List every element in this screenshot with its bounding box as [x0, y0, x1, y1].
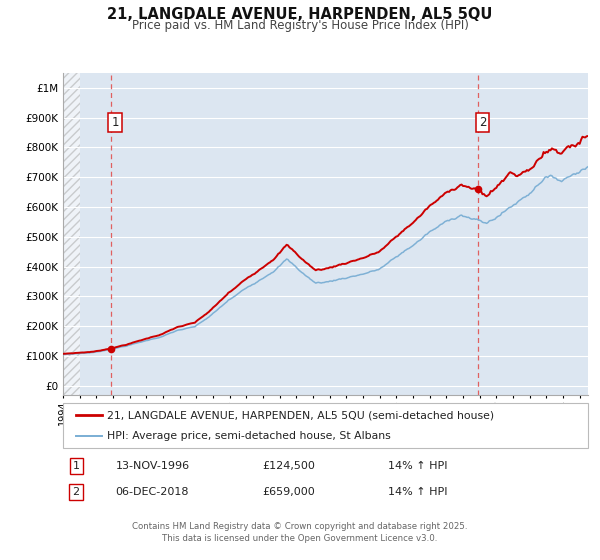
Text: 21, LANGDALE AVENUE, HARPENDEN, AL5 5QU: 21, LANGDALE AVENUE, HARPENDEN, AL5 5QU: [107, 7, 493, 22]
Text: 1: 1: [73, 461, 80, 471]
Text: 14% ↑ HPI: 14% ↑ HPI: [389, 461, 448, 471]
Text: HPI: Average price, semi-detached house, St Albans: HPI: Average price, semi-detached house,…: [107, 431, 391, 441]
Text: £124,500: £124,500: [263, 461, 316, 471]
Text: 2: 2: [73, 487, 80, 497]
Text: £659,000: £659,000: [263, 487, 315, 497]
FancyBboxPatch shape: [63, 403, 588, 448]
Text: Price paid vs. HM Land Registry's House Price Index (HPI): Price paid vs. HM Land Registry's House …: [131, 19, 469, 32]
Text: 2: 2: [479, 116, 486, 129]
Text: 06-DEC-2018: 06-DEC-2018: [115, 487, 189, 497]
Text: 13-NOV-1996: 13-NOV-1996: [115, 461, 190, 471]
Text: Contains HM Land Registry data © Crown copyright and database right 2025.
This d: Contains HM Land Registry data © Crown c…: [132, 522, 468, 543]
Bar: [63, 73, 80, 395]
Text: 14% ↑ HPI: 14% ↑ HPI: [389, 487, 448, 497]
Text: 21, LANGDALE AVENUE, HARPENDEN, AL5 5QU (semi-detached house): 21, LANGDALE AVENUE, HARPENDEN, AL5 5QU …: [107, 410, 494, 421]
Text: 1: 1: [111, 116, 119, 129]
